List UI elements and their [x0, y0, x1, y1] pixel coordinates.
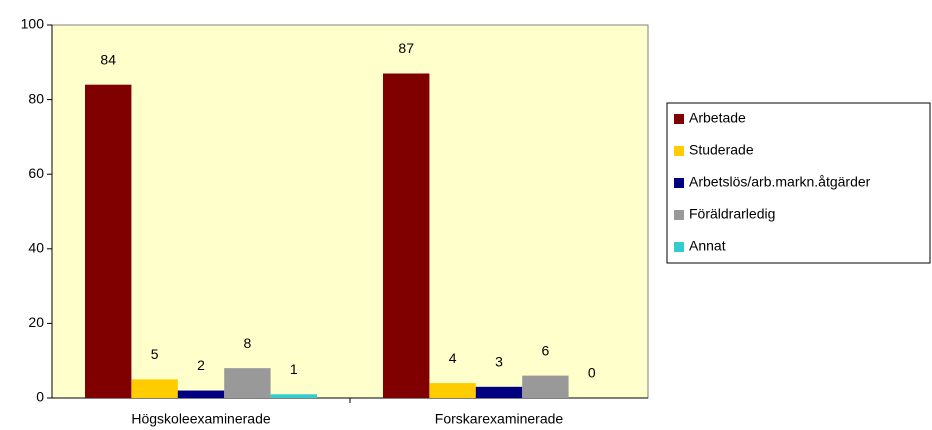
bar	[270, 394, 317, 398]
x-tick-label: Forskarexaminerade	[435, 411, 564, 427]
data-label: 84	[100, 51, 116, 67]
bar	[224, 368, 271, 398]
plot-area	[51, 24, 649, 399]
legend-label: Annat	[689, 238, 726, 254]
bar	[85, 84, 132, 399]
data-label: 6	[542, 342, 550, 358]
legend-label: Arbetade	[689, 110, 746, 126]
legend-label: Studerade	[689, 142, 754, 158]
data-label: 5	[151, 346, 159, 362]
y-tick-label: 60	[28, 165, 44, 181]
y-tick-label: 20	[28, 314, 44, 330]
bar	[383, 73, 430, 399]
data-label: 4	[449, 350, 457, 366]
y-tick-label: 0	[36, 389, 44, 405]
legend-swatch	[674, 146, 684, 156]
y-tick-label: 100	[21, 16, 45, 32]
data-label: 0	[588, 365, 596, 381]
bar	[177, 390, 225, 398]
legend-swatch	[674, 114, 684, 124]
bar	[429, 383, 476, 398]
legend-swatch	[674, 242, 684, 252]
x-tick-label: Högskoleexaminerade	[131, 411, 271, 427]
bar	[131, 379, 178, 398]
data-label: 1	[290, 361, 298, 377]
bar	[522, 375, 569, 398]
data-label: 87	[398, 40, 414, 56]
y-tick-label: 40	[28, 240, 44, 256]
data-label: 8	[244, 335, 252, 351]
data-label: 3	[495, 354, 503, 370]
data-label: 2	[197, 357, 205, 373]
legend-swatch	[674, 210, 684, 220]
legend-label: Föräldrarledig	[689, 206, 775, 222]
y-tick-label: 80	[28, 90, 44, 106]
bar	[475, 386, 523, 398]
legend	[666, 102, 931, 264]
legend-swatch	[674, 178, 684, 188]
legend-label: Arbetslös/arb.markn.åtgärder	[689, 174, 871, 190]
